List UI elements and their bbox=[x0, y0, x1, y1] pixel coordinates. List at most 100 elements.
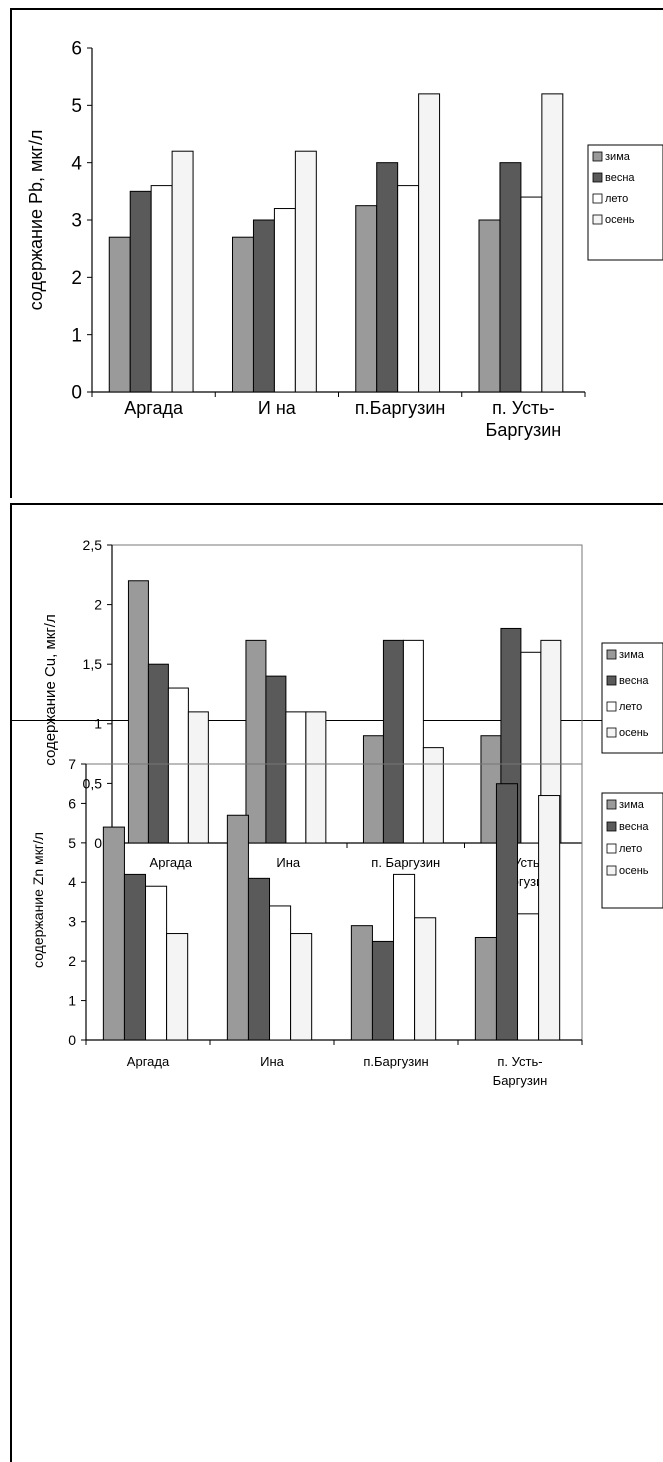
y-tick-label: 0 bbox=[94, 835, 102, 851]
y-tick-label: 2,5 bbox=[83, 537, 103, 553]
chart-1: 0 1 2 3 4 5 6 содержание Pb, мкг/л Аргада И на п.Б… bbox=[26, 39, 663, 440]
y-tick-label: 4 bbox=[68, 874, 76, 890]
legend-label: зима bbox=[619, 799, 645, 811]
legend-swatch bbox=[606, 865, 617, 876]
bar bbox=[495, 783, 519, 1041]
legend-swatch bbox=[606, 675, 617, 686]
y-tick-label: 1 bbox=[71, 325, 82, 346]
y-tick-label: 7 bbox=[68, 756, 76, 772]
legend-label: весна bbox=[619, 821, 649, 833]
category-label: Аргада bbox=[124, 398, 184, 418]
bar bbox=[129, 190, 152, 393]
legend-swatch bbox=[592, 193, 603, 204]
category-label: Аргада bbox=[150, 855, 193, 870]
category-label: п. Усть- bbox=[492, 398, 555, 418]
legend-swatch bbox=[606, 727, 617, 738]
legend-label: осень bbox=[605, 214, 635, 226]
legend-swatch bbox=[606, 649, 617, 660]
y-tick-label: 3 bbox=[68, 914, 76, 930]
y-tick-label: 1,5 bbox=[83, 656, 103, 672]
bar bbox=[478, 219, 501, 393]
bar bbox=[252, 219, 275, 393]
bar bbox=[187, 711, 209, 844]
y-axis-label: содержание Cu, мкг/л bbox=[42, 614, 59, 765]
legend-label: лето bbox=[619, 701, 642, 713]
y-tick-label: 5 bbox=[71, 96, 82, 117]
y-tick-label: 1 bbox=[68, 992, 76, 1008]
legend-swatch bbox=[592, 172, 603, 183]
category-label: И на bbox=[258, 398, 297, 418]
y-tick-label: 0,5 bbox=[83, 775, 103, 791]
legend-label: зима bbox=[605, 151, 631, 163]
bar bbox=[517, 913, 540, 1041]
category-label: п.Баргузин bbox=[363, 1054, 428, 1069]
bar bbox=[362, 735, 384, 844]
bar bbox=[147, 663, 169, 844]
y-tick-label: 6 bbox=[71, 39, 82, 60]
bar bbox=[382, 639, 404, 844]
bar bbox=[541, 93, 564, 393]
bar bbox=[102, 826, 125, 1041]
legend-swatch bbox=[606, 799, 617, 810]
category-label: Баргузин bbox=[486, 420, 562, 440]
bar bbox=[150, 185, 173, 393]
y-axis-label: содержание Zn мкг/л bbox=[30, 832, 46, 968]
bar bbox=[422, 747, 444, 844]
bar bbox=[171, 150, 194, 393]
bar bbox=[350, 925, 373, 1041]
bar bbox=[273, 208, 296, 393]
bar bbox=[305, 711, 327, 844]
bar bbox=[247, 877, 271, 1041]
chart-2: 0 0,5 1 1,5 2 2,5 содержание Cu, мкг/л Аргада Ин… bbox=[42, 537, 663, 889]
legend-label: осень bbox=[619, 727, 649, 739]
bar bbox=[123, 873, 147, 1041]
y-tick-label: 3 bbox=[71, 211, 82, 232]
y-tick-label: 5 bbox=[68, 835, 76, 851]
bar bbox=[393, 873, 416, 1041]
category-label: Аргада bbox=[127, 1054, 170, 1069]
y-tick-label: 2 bbox=[94, 597, 102, 613]
y-tick-label: 4 bbox=[71, 153, 82, 174]
bar bbox=[520, 651, 542, 844]
y-tick-label: 6 bbox=[68, 795, 76, 811]
bar bbox=[499, 162, 522, 393]
bar bbox=[402, 639, 424, 844]
y-tick-label: 1 bbox=[94, 716, 102, 732]
y-tick-label: 2 bbox=[68, 953, 76, 969]
y-tick-label: 0 bbox=[71, 383, 82, 404]
bar bbox=[226, 814, 249, 1041]
legend-swatch bbox=[592, 151, 603, 162]
bar bbox=[355, 205, 378, 393]
bar bbox=[418, 93, 441, 393]
bar bbox=[371, 940, 395, 1041]
legend-swatch bbox=[606, 701, 617, 712]
bar bbox=[245, 639, 267, 844]
legend-label: лето bbox=[619, 843, 642, 855]
legend-label: лето bbox=[605, 193, 628, 205]
category-label: п. Баргузин bbox=[371, 855, 440, 870]
bar bbox=[294, 150, 317, 393]
bar bbox=[269, 905, 292, 1041]
bar bbox=[474, 936, 497, 1041]
bar bbox=[167, 687, 189, 844]
bar bbox=[127, 580, 149, 844]
category-label: Ина bbox=[276, 855, 301, 870]
category-label: п. Усть- bbox=[497, 1054, 542, 1069]
category-label: Ина bbox=[260, 1054, 285, 1069]
y-axis-label: содержание Pb, мкг/л bbox=[26, 130, 46, 311]
bar bbox=[285, 711, 307, 844]
bar bbox=[376, 162, 399, 393]
legend-label: весна bbox=[619, 675, 649, 687]
bar bbox=[290, 933, 313, 1041]
bar bbox=[538, 795, 561, 1041]
bar bbox=[414, 917, 437, 1041]
legend-label: осень bbox=[619, 865, 649, 877]
legend-label: весна bbox=[605, 172, 635, 184]
bar bbox=[108, 236, 131, 393]
bar bbox=[166, 933, 189, 1041]
legend-swatch bbox=[606, 821, 617, 832]
bar bbox=[397, 185, 420, 393]
legend-label: зима bbox=[619, 649, 645, 661]
category-label: Баргузин bbox=[493, 1073, 548, 1088]
